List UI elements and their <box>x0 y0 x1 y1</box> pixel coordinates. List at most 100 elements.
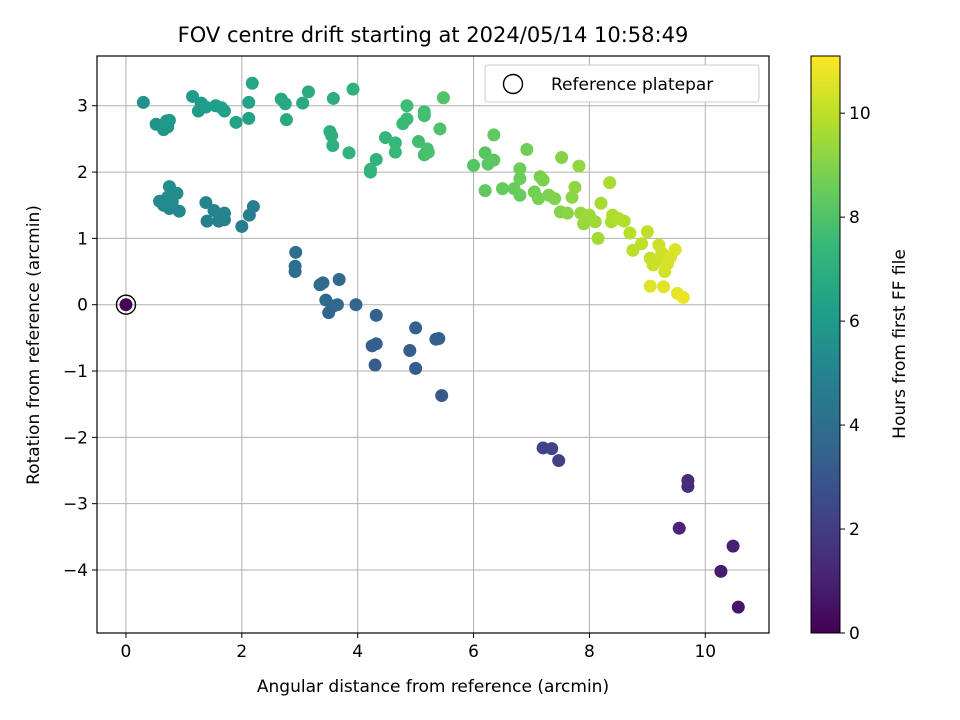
data-point <box>162 180 176 194</box>
data-point <box>288 259 302 273</box>
data-point <box>369 337 383 351</box>
data-point <box>467 158 481 172</box>
data-point <box>325 129 339 143</box>
colorbar-gradient <box>811 56 840 633</box>
data-point <box>617 214 631 228</box>
data-point <box>319 293 333 307</box>
legend-marker-reference <box>502 73 524 95</box>
y-tick-label: 3 <box>77 97 88 117</box>
data-point <box>369 308 383 322</box>
legend: Reference platepar <box>484 64 760 103</box>
data-point <box>552 454 566 468</box>
colorbar-ticks: 0 2 4 6 8 10 <box>840 104 871 644</box>
data-point <box>536 173 550 187</box>
data-point <box>346 82 360 96</box>
data-point <box>588 215 602 229</box>
data-point <box>279 113 293 127</box>
data-point <box>714 564 728 578</box>
data-point <box>199 100 213 114</box>
data-point <box>668 243 682 257</box>
data-point <box>215 101 229 115</box>
data-point <box>487 128 501 142</box>
data-point <box>417 109 431 123</box>
data-point <box>119 298 133 312</box>
data-point <box>432 332 446 346</box>
data-point <box>731 600 745 614</box>
data-point <box>681 473 695 487</box>
data-point <box>513 188 527 202</box>
data-point <box>560 206 574 220</box>
data-point <box>643 279 657 293</box>
data-point <box>388 136 402 150</box>
data-point <box>572 159 586 173</box>
data-point <box>242 111 256 125</box>
data-point <box>330 298 344 312</box>
colorbar: 0 2 4 6 8 10 Hours from first FF file <box>810 55 910 644</box>
data-point <box>548 192 562 206</box>
data-point <box>565 190 579 204</box>
reference-platepar-marker <box>115 294 137 315</box>
grid-lines <box>97 56 769 633</box>
data-point <box>657 280 671 294</box>
data-point <box>591 231 605 245</box>
data-point <box>326 139 340 153</box>
data-point <box>555 150 569 164</box>
data-point <box>301 85 315 99</box>
data-point <box>594 196 608 210</box>
data-point <box>568 180 582 194</box>
data-point <box>400 112 414 126</box>
x-axis-label: Angular distance from reference (arcmin) <box>257 677 609 697</box>
data-point <box>235 219 249 233</box>
data-point <box>160 114 174 128</box>
data-point <box>436 91 450 105</box>
data-point <box>342 146 356 160</box>
data-point <box>487 153 501 167</box>
data-point <box>172 204 186 218</box>
x-tick-label: 8 <box>584 642 595 662</box>
data-point <box>207 204 221 218</box>
data-point <box>478 146 492 160</box>
colorbar-label: Hours from first FF file <box>890 249 910 439</box>
colorbar-tick-label: 10 <box>849 104 871 124</box>
data-point <box>672 521 686 535</box>
legend-box <box>484 64 760 103</box>
data-point <box>136 95 150 109</box>
data-point <box>278 97 292 111</box>
colorbar-tick-label: 2 <box>849 520 860 540</box>
data-point <box>640 225 654 239</box>
data-point <box>332 273 346 287</box>
y-tick-label: −1 <box>63 362 88 382</box>
data-point <box>400 99 414 113</box>
data-point <box>289 245 303 259</box>
y-tick-label: 2 <box>77 163 88 183</box>
chart-title: FOV centre drift starting at 2024/05/14 … <box>178 23 689 47</box>
x-axis-ticks: 0 2 4 6 8 10 <box>121 633 716 662</box>
x-tick-label: 4 <box>352 642 363 662</box>
data-point <box>363 162 377 176</box>
y-tick-label: −4 <box>63 561 88 581</box>
data-point <box>409 321 423 335</box>
y-tick-label: 0 <box>77 296 88 316</box>
x-tick-label: 6 <box>468 642 479 662</box>
data-point <box>513 172 527 186</box>
data-point <box>217 206 231 220</box>
colorbar-tick-label: 6 <box>849 312 860 332</box>
scatter-points <box>115 76 745 614</box>
data-point <box>603 176 617 190</box>
colorbar-tick-label: 8 <box>849 208 860 228</box>
data-point <box>296 96 310 110</box>
data-point <box>435 389 449 403</box>
y-tick-label: −3 <box>63 495 88 515</box>
data-point <box>326 91 340 105</box>
data-point <box>388 145 402 159</box>
data-point <box>412 135 426 149</box>
data-point <box>313 278 327 292</box>
data-point <box>520 143 534 157</box>
data-point <box>531 192 545 206</box>
data-point <box>635 237 649 251</box>
y-tick-label: −2 <box>63 428 88 448</box>
data-point <box>421 145 435 159</box>
data-point <box>369 152 383 166</box>
x-tick-label: 2 <box>236 642 247 662</box>
data-point <box>349 298 363 312</box>
